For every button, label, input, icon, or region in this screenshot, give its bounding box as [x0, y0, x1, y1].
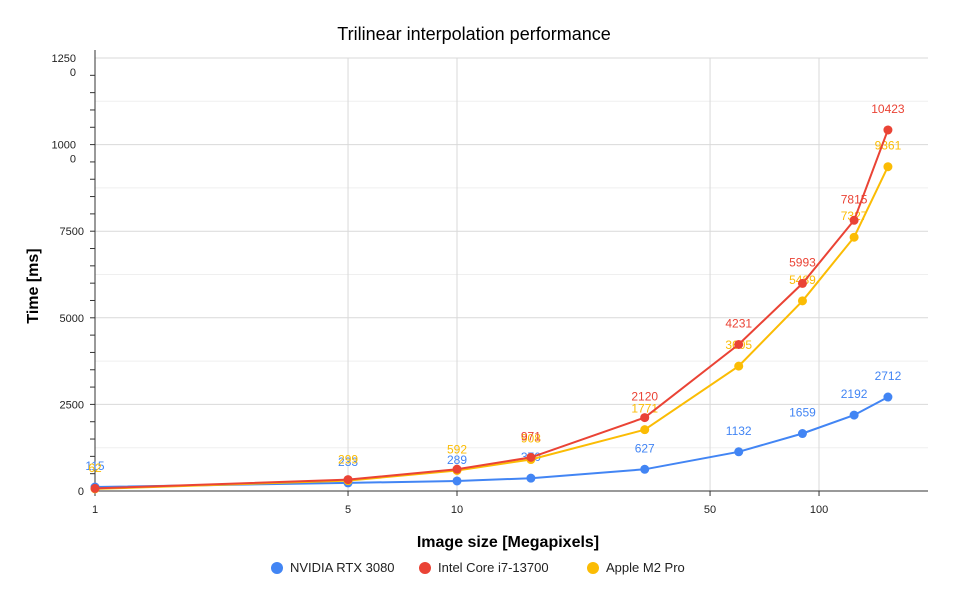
data-label: 62: [88, 461, 102, 475]
x-axis-title: Image size [Megapixels]: [417, 534, 599, 551]
y-tick-label: 0: [78, 486, 84, 498]
data-label: 299: [338, 453, 358, 467]
chart-title: Trilinear interpolation performance: [337, 24, 610, 44]
y-tick-label: 0: [70, 67, 76, 79]
legend-item: NVIDIA RTX 3080: [271, 560, 395, 575]
x-ticks: 1 5 10 50 100: [92, 504, 828, 516]
series-nvidia-rtx-3080: 1152332893706271132165921922712: [85, 369, 902, 492]
data-label: 592: [447, 442, 467, 456]
data-label: 2192: [841, 387, 868, 401]
data-point: [797, 296, 807, 306]
grid: [95, 57, 928, 491]
x-tick-label: 100: [810, 504, 828, 516]
x-tick-label: 50: [704, 504, 716, 516]
data-point: [883, 162, 893, 172]
y-tick-label: 1250: [52, 53, 76, 65]
data-point: [452, 464, 462, 474]
data-label: 971: [521, 429, 541, 443]
legend-item: Intel Core i7-13700: [419, 560, 549, 575]
data-point: [849, 232, 859, 242]
data-label: 1659: [789, 406, 816, 420]
y-tick-label: 1000: [52, 140, 76, 152]
data-point: [734, 361, 744, 371]
series-group: 1152332893706271132165921922712622995929…: [85, 102, 905, 494]
series-intel-core-i7-13700: 971 2120 4231 5993 7815 10423: [90, 102, 905, 493]
y-axis-title: Time [ms]: [25, 248, 42, 323]
data-label: 289: [447, 453, 467, 467]
data-label: 1132: [726, 424, 752, 438]
x-tick-label: 10: [451, 504, 463, 516]
data-label: 233: [338, 455, 358, 469]
data-point: [883, 125, 893, 135]
data-label: 4231: [725, 316, 752, 330]
data-label: 5993: [789, 255, 816, 269]
legend-marker: [419, 562, 431, 574]
data-point: [640, 464, 650, 474]
data-label: 7815: [841, 192, 868, 206]
data-label: 9361: [875, 139, 902, 153]
data-point: [526, 452, 536, 462]
series-line: [94, 166, 889, 490]
legend: NVIDIA RTX 3080 Intel Core i7-13700 Apple …: [271, 560, 685, 575]
series-line: [94, 129, 889, 490]
data-point: [849, 215, 859, 225]
data-point: [640, 425, 650, 435]
data-label: 2712: [875, 369, 902, 383]
legend-label: NVIDIA RTX 3080: [290, 560, 395, 575]
legend-marker: [587, 562, 599, 574]
data-point: [797, 429, 807, 439]
series-line: [94, 396, 889, 488]
data-point: [883, 392, 893, 402]
data-point: [734, 339, 744, 349]
axes: [90, 50, 928, 496]
legend-label: Intel Core i7-13700: [438, 560, 549, 575]
legend-item: Apple M2 Pro: [587, 560, 685, 575]
y-tick-label: 5000: [60, 313, 84, 325]
data-label: 908: [521, 432, 541, 446]
data-label: 115: [85, 459, 104, 473]
data-point: [343, 475, 353, 485]
y-tick-label: 7500: [60, 226, 84, 238]
x-tick-label: 1: [92, 504, 98, 516]
data-label: 10423: [871, 102, 905, 116]
data-label: 2120: [631, 390, 658, 404]
data-point: [90, 483, 100, 493]
data-point: [640, 413, 650, 423]
y-tick-label: 0: [70, 154, 76, 166]
legend-marker: [271, 562, 283, 574]
x-tick-label: 5: [345, 504, 351, 516]
y-tick-label: 2500: [60, 399, 84, 411]
data-point: [452, 476, 462, 486]
data-point: [797, 278, 807, 288]
data-point: [526, 473, 536, 483]
data-point: [849, 410, 859, 420]
data-point: [734, 447, 744, 457]
legend-label: Apple M2 Pro: [606, 560, 685, 575]
data-label: 627: [635, 441, 655, 455]
